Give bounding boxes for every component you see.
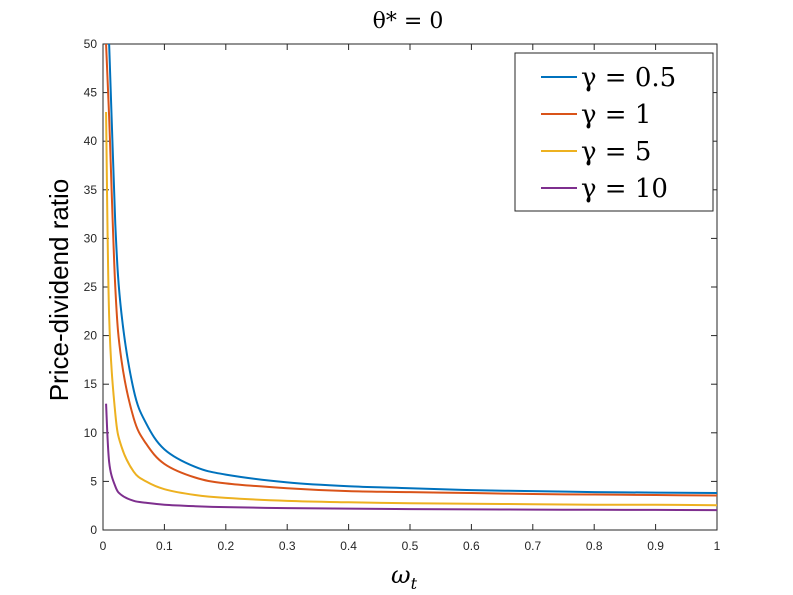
- x-tick-label: 0.8: [586, 539, 603, 553]
- legend-label-4: γ = 10: [581, 174, 668, 204]
- x-tick-label: 0.9: [647, 539, 664, 553]
- x-tick-label: 0: [100, 539, 107, 553]
- series-line-3: [105, 112, 717, 507]
- y-tick-label: 35: [84, 183, 98, 197]
- series-line-2: [105, 44, 717, 497]
- x-tick-label: 0.3: [279, 539, 296, 553]
- x-axis-label-main: ω: [391, 561, 411, 589]
- series-layer: [105, 44, 717, 512]
- y-tick-label: 50: [84, 37, 98, 51]
- y-tick-label: 15: [84, 377, 98, 391]
- y-tick-label: 45: [84, 86, 98, 100]
- y-tick-label: 5: [90, 474, 97, 488]
- x-tick-label: 0.1: [156, 539, 173, 553]
- x-tick-label: 0.4: [340, 539, 357, 553]
- y-tick-label: 25: [84, 280, 98, 294]
- legend-label-1: γ = 0.5: [581, 63, 676, 93]
- y-tick-label: 30: [84, 231, 98, 245]
- x-axis-label-subscript: t: [411, 574, 418, 593]
- axes: 0 0.1 0.2 0.3 0.4 0.5 0.6 0.7 0.8 0.9 105101520253…: [84, 37, 721, 553]
- legend-box: [514, 52, 714, 212]
- series-line-1: [105, 44, 717, 495]
- x-tick-label: 1: [714, 539, 721, 553]
- x-axis-label: ωt: [391, 561, 418, 593]
- x-tick-label: 0.2: [217, 539, 234, 553]
- x-tick-label: 0.5: [402, 539, 419, 553]
- y-tick-label: 0: [90, 523, 97, 537]
- x-tick-label: 0.7: [524, 539, 541, 553]
- y-tick-label: 20: [84, 329, 98, 343]
- y-axis-label: Price-dividend ratio: [44, 179, 74, 402]
- y-tick-label: 40: [84, 134, 98, 148]
- legend: γ = 0.5 γ = 1 γ = 5 γ = 10: [514, 52, 714, 212]
- x-tick-label: 0.6: [463, 539, 480, 553]
- legend-label-2: γ = 1: [581, 100, 651, 130]
- y-tick-label: 10: [84, 426, 98, 440]
- legend-label-3: γ = 5: [581, 137, 651, 167]
- chart-title: θ* = 0: [373, 9, 444, 34]
- series-line-4: [105, 403, 717, 512]
